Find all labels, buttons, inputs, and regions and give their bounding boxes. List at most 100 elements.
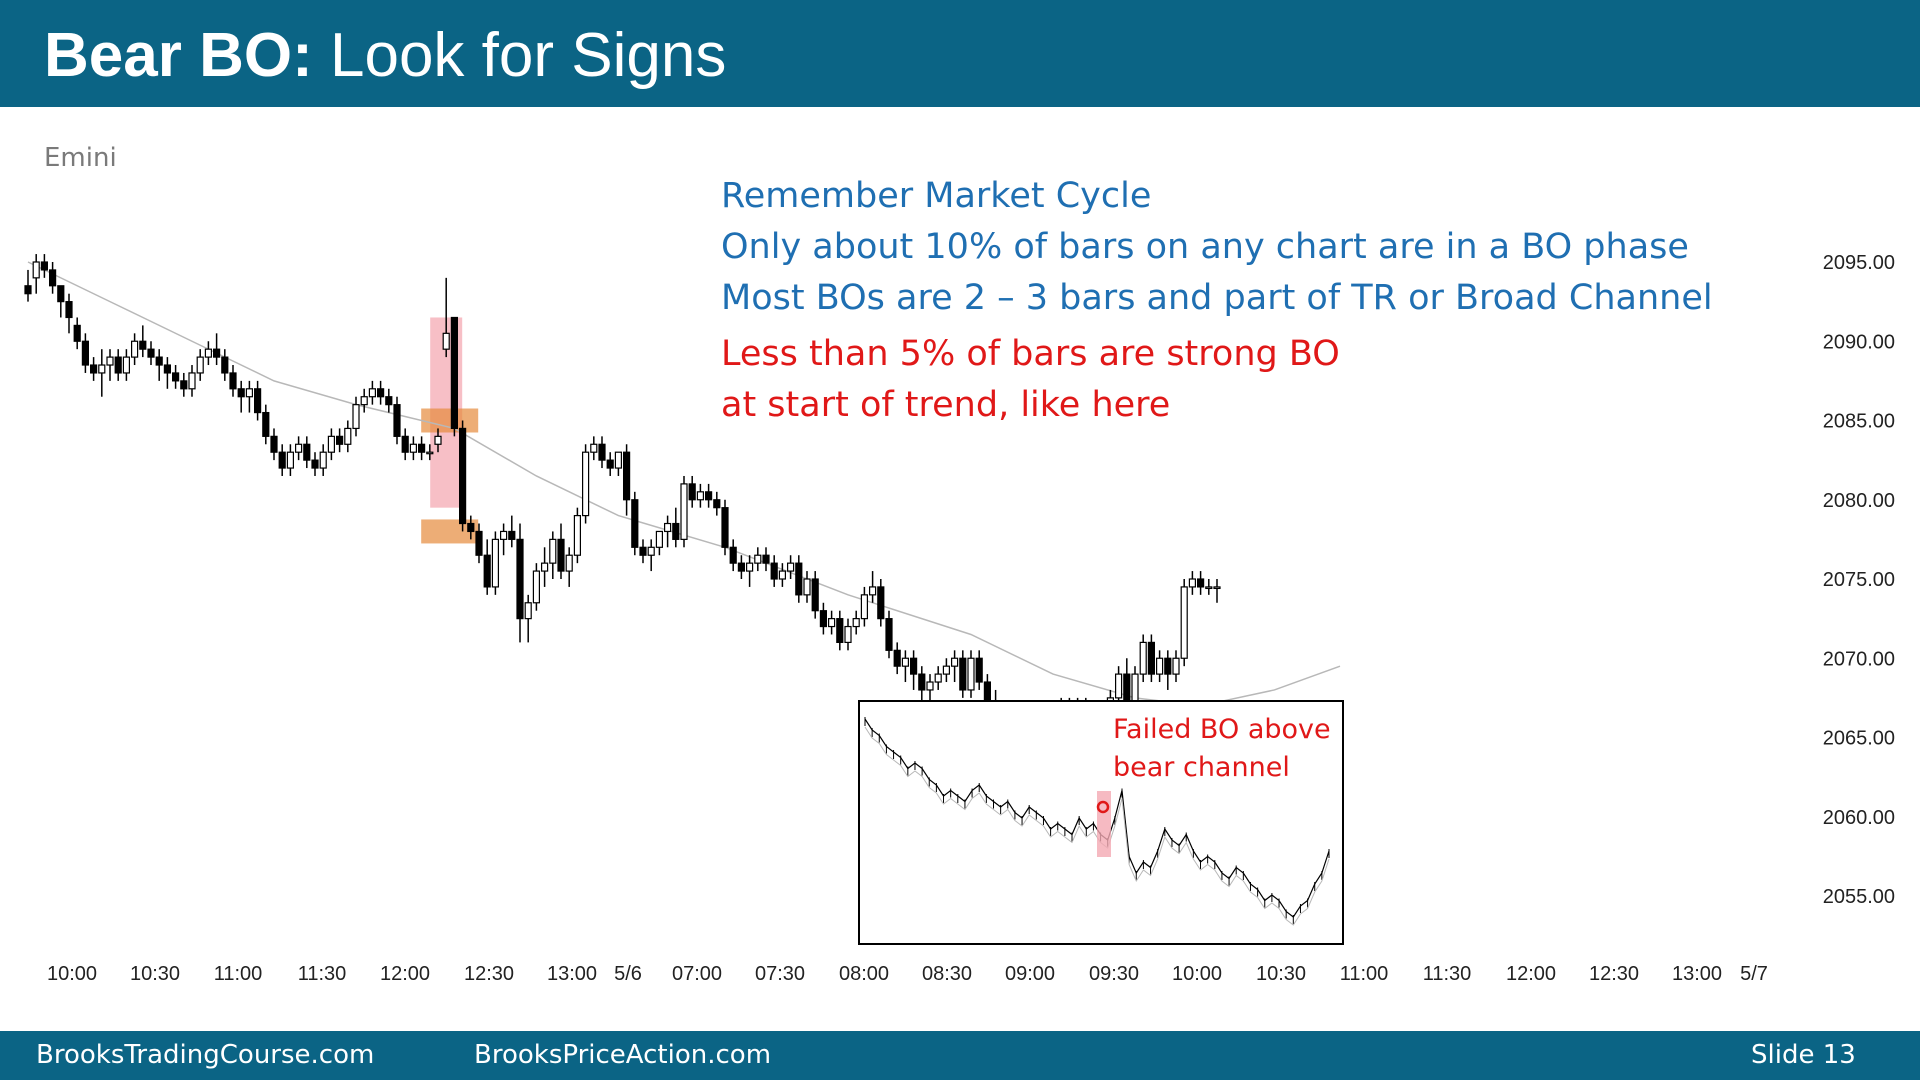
candle-body — [196, 356, 204, 374]
candle-body — [860, 594, 869, 620]
candle-body — [1147, 641, 1156, 675]
candle-body — [1114, 673, 1123, 699]
candle-body — [295, 443, 303, 453]
candle-body — [409, 443, 417, 453]
x-tick-label: 12:30 — [1589, 963, 1639, 985]
candle-body — [590, 443, 598, 453]
candle-body — [393, 404, 401, 437]
candle-body — [795, 562, 803, 596]
x-tick-label: 12:00 — [1506, 963, 1556, 985]
candle-body — [631, 499, 639, 548]
candle-body — [122, 356, 131, 374]
candle-body — [950, 657, 959, 667]
candle-body — [360, 396, 368, 406]
candle-body — [336, 435, 344, 445]
candle-body — [278, 451, 286, 469]
candle-body — [286, 451, 294, 469]
candle-body — [508, 530, 516, 540]
candle-body — [180, 380, 188, 390]
candle-body — [688, 483, 696, 501]
slide-title: Bear BO: Look for Signs — [44, 20, 726, 91]
x-tick-label: 5/6 — [614, 963, 642, 985]
candle-body — [377, 388, 385, 398]
candle-body — [221, 356, 229, 374]
y-tick-label: 2090.00 — [1823, 331, 1895, 353]
candle-body — [598, 443, 606, 461]
note-bo-bars: Most BOs are 2 – 3 bars and part of TR o… — [721, 278, 1713, 318]
slide-number: Slide 13 — [1751, 1040, 1856, 1070]
y-tick-label: 2060.00 — [1823, 807, 1895, 829]
y-tick-label: 2055.00 — [1823, 886, 1895, 908]
candle-body — [778, 570, 787, 580]
candle-body — [368, 388, 376, 398]
x-tick-label: 10:00 — [47, 963, 97, 985]
candle-body — [147, 348, 155, 358]
candle-body — [639, 546, 647, 556]
x-tick-label: 09:30 — [1089, 963, 1139, 985]
candle-body — [467, 522, 475, 533]
candle-body — [672, 522, 680, 540]
candle-body — [204, 348, 212, 358]
candle-body — [426, 451, 434, 455]
candle-body — [418, 443, 426, 453]
candle-body — [967, 657, 975, 691]
candle-body — [614, 451, 623, 469]
candle-body — [811, 578, 819, 612]
note-start-trend: at start of trend, like here — [721, 385, 1171, 425]
candle-body — [729, 546, 737, 564]
candle-body — [622, 451, 631, 501]
y-tick-label: 2075.00 — [1823, 569, 1895, 591]
title-bold: Bear BO: — [44, 21, 313, 90]
candle-body — [877, 586, 885, 620]
candle-body — [319, 451, 327, 469]
candle-body — [737, 562, 746, 572]
candle-body — [909, 657, 918, 675]
candle-body — [524, 602, 532, 620]
inset-label-line1: Failed BO above — [1113, 714, 1331, 745]
x-tick-label: 5/7 — [1740, 963, 1768, 985]
candle-body — [549, 538, 557, 564]
x-tick-label: 10:30 — [130, 963, 180, 985]
candle-body — [1172, 657, 1180, 675]
candle-body — [81, 340, 90, 366]
inset-failed-bo-marker — [1096, 800, 1110, 814]
candle-body — [926, 681, 934, 691]
candle-body — [237, 388, 245, 398]
note-market-cycle: Remember Market Cycle — [721, 176, 1152, 216]
candle-body — [918, 673, 926, 691]
y-tick-label: 2095.00 — [1823, 252, 1895, 274]
candle-body — [229, 372, 237, 390]
candle-body — [163, 364, 171, 374]
candle-body — [655, 530, 664, 548]
x-tick-label: 11:00 — [1340, 963, 1389, 985]
candle-body — [532, 570, 541, 604]
candle-body — [565, 554, 573, 572]
candle-body — [836, 618, 844, 643]
x-tick-label: 09:00 — [1005, 963, 1055, 985]
candle-body — [131, 340, 139, 358]
candle-body — [442, 332, 450, 350]
candle-body — [48, 269, 57, 287]
candle-body — [172, 372, 180, 382]
candle-body — [1180, 586, 1188, 659]
x-tick-label: 07:00 — [672, 963, 722, 985]
candle-body — [303, 443, 311, 461]
candle-body — [803, 578, 811, 596]
footer-course-link[interactable]: BrooksTradingCourse.com — [36, 1040, 375, 1070]
candle-body — [262, 411, 270, 437]
candle-body — [901, 657, 910, 667]
candle-body — [745, 562, 754, 572]
footer-priceaction-link[interactable]: BrooksPriceAction.com — [474, 1040, 772, 1070]
candle-body — [663, 522, 672, 533]
candle-body — [491, 538, 499, 588]
instrument-label: Emini — [44, 143, 117, 173]
candle-body — [934, 673, 942, 683]
candle-body — [352, 404, 360, 430]
candle-body — [213, 348, 221, 358]
candle-body — [155, 356, 163, 366]
candle-body — [65, 301, 73, 319]
x-tick-label: 08:00 — [839, 963, 889, 985]
candle-body — [89, 364, 98, 374]
bo-start-marker — [421, 408, 479, 433]
price-chart: 2095.00 2090.00 2085.00 2080.00 2075.00 2070.… — [24, 252, 1895, 985]
